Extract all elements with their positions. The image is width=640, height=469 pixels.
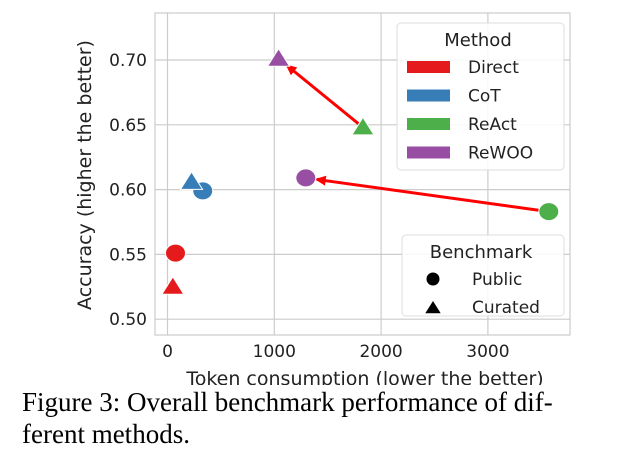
point-cot-curated (179, 170, 204, 190)
scatter-chart: 0 1000 2000 3000 0.50 0.55 0.60 0.65 0.70 Token … (74, 12, 571, 390)
x-axis-label: Token consumption (lower the better) (185, 368, 543, 385)
legend-swatch-react (407, 118, 450, 130)
x-tick-label: 2000 (359, 342, 402, 362)
legend-marker-triangle (425, 301, 441, 314)
arrow-head (314, 175, 327, 186)
legend-label-react: ReAct (468, 115, 517, 135)
method-legend: Method Direct CoT ReAct ReWOO (396, 22, 565, 171)
legend-label-direct: Direct (468, 58, 519, 78)
y-tick-label: 0.50 (109, 310, 147, 330)
caption-line-2: ferent methods. (22, 419, 190, 449)
x-tick-label: 0 (162, 342, 173, 362)
point-rewoo-curated (266, 47, 291, 67)
legend-label-curated: Curated (472, 298, 540, 318)
point-direct-curated (160, 275, 185, 295)
legend-swatch-direct (407, 61, 450, 73)
arrow-head (285, 64, 298, 76)
method-legend-title: Method (444, 30, 512, 51)
benchmark-legend-title: Benchmark (430, 242, 533, 263)
caption-line-1: Figure 3: Overall benchmark performance … (22, 387, 553, 417)
y-tick-label: 0.70 (109, 51, 147, 71)
x-tick-label: 1000 (253, 342, 296, 362)
point-react-public (538, 202, 560, 222)
legend-swatch-rewoo (407, 146, 450, 159)
figure-caption: Figure 3: Overall benchmark performance … (22, 386, 632, 450)
x-tick-label: 3000 (466, 342, 509, 362)
legend-swatch-cot (407, 89, 450, 102)
arrow-line (286, 64, 371, 134)
legend-label-cot: CoT (468, 87, 501, 107)
y-tick-label: 0.55 (109, 245, 147, 265)
benchmark-legend: Benchmark Public Curated (401, 234, 565, 318)
arrow-line (316, 177, 557, 215)
y-tick-label: 0.60 (109, 181, 147, 201)
legend-label-rewoo: ReWOO (468, 144, 533, 164)
y-axis-label: Accuracy (higher the better) (74, 40, 96, 310)
y-tick-label: 0.65 (109, 116, 147, 136)
legend-label-public: Public (472, 270, 522, 290)
point-react-curated (351, 116, 375, 136)
point-rewoo-public (295, 168, 317, 188)
point-direct-public (165, 243, 187, 263)
legend-marker-circle (426, 272, 440, 286)
